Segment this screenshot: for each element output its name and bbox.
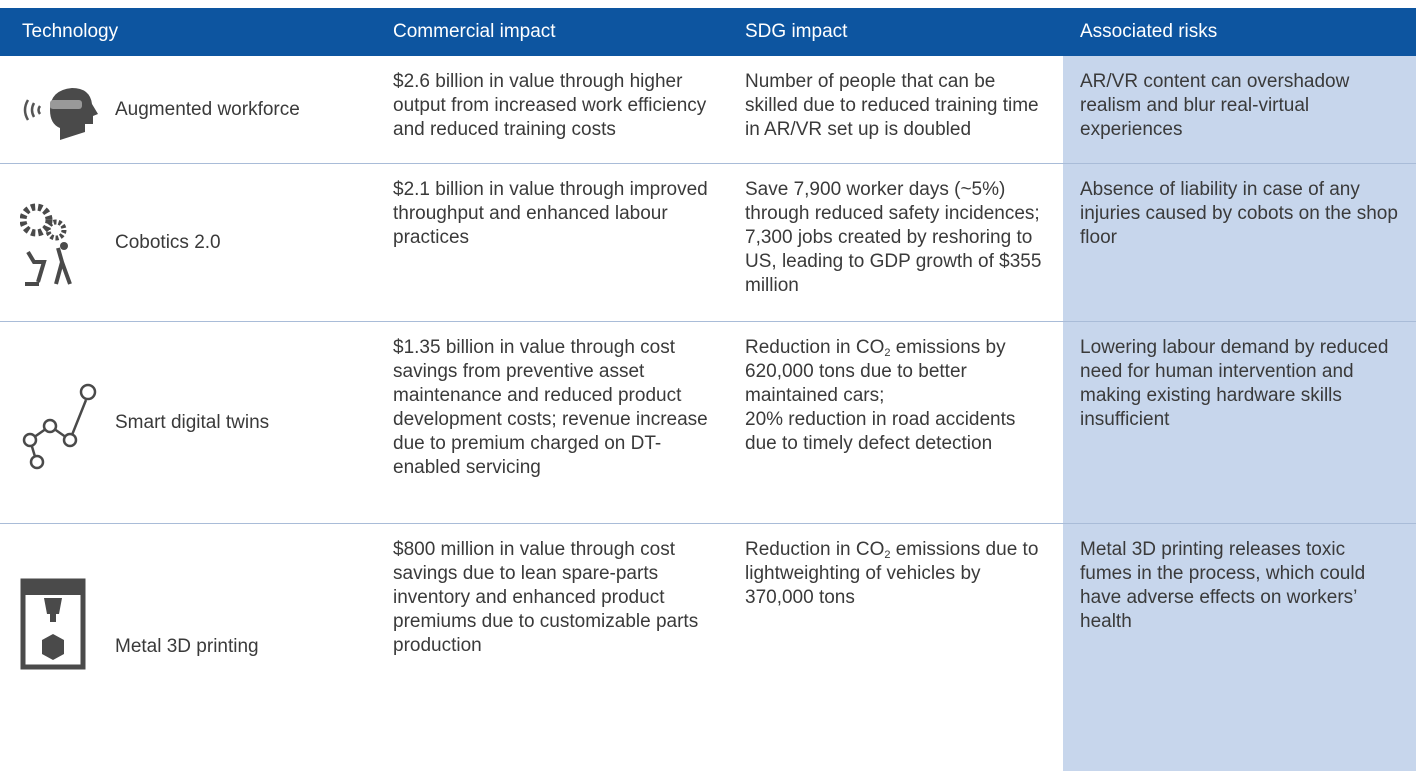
header-cell: SDG impact bbox=[745, 21, 848, 42]
header-bar: Technology Commercial impact SDG impact … bbox=[0, 8, 1416, 56]
sdg-subscript: 2 bbox=[884, 549, 891, 561]
sdg-paragraph: Save 7,900 worker days (~5%) through red… bbox=[745, 178, 1050, 226]
table-row: Cobotics 2.0 $2.1 billion in value throu… bbox=[0, 164, 1416, 322]
table-row: Metal 3D printing $800 million in value … bbox=[0, 524, 1416, 771]
sdg-text: emissions by 620,000 tons due to better … bbox=[745, 337, 1006, 406]
sdg-text: Reduction in CO bbox=[745, 337, 885, 358]
sdg-text: Reduction in CO bbox=[745, 539, 885, 560]
commercial-impact: $1.35 billion in value through cost savi… bbox=[393, 337, 708, 478]
table-row: Smart digital twins $1.35 billion in val… bbox=[0, 322, 1416, 524]
commercial-impact: $2.1 billion in value through improved t… bbox=[393, 179, 708, 248]
icon bbox=[22, 383, 97, 470]
icon bbox=[23, 88, 98, 140]
associated-risks: Absence of liability in case of any inju… bbox=[1080, 179, 1398, 248]
associated-risks: Lowering labour demand by reduced need f… bbox=[1080, 337, 1389, 430]
sdg-text: Number of people that can be skilled due… bbox=[745, 71, 1039, 140]
sdg-paragraph: 7,300 jobs created by reshoring to US, l… bbox=[745, 226, 1050, 298]
header-cell: Associated risks bbox=[1080, 21, 1218, 42]
sdg-text: 20% reduction in road accidents due to t… bbox=[745, 409, 1016, 454]
header-cell: Commercial impact bbox=[393, 21, 556, 42]
sdg-paragraph: Reduction in CO2 emissions due to lightw… bbox=[745, 538, 1050, 610]
sdg-paragraph: Reduction in CO2 emissions by 620,000 to… bbox=[745, 336, 1050, 408]
technology-name: Smart digital twins bbox=[115, 412, 270, 433]
technology-name: Cobotics 2.0 bbox=[115, 232, 221, 253]
sdg-paragraph: Number of people that can be skilled due… bbox=[745, 70, 1050, 142]
technology-name: Augmented workforce bbox=[115, 99, 300, 120]
sdg-text: Save 7,900 worker days (~5%) through red… bbox=[745, 179, 1040, 224]
sdg-impact: Number of people that can be skilled due… bbox=[745, 70, 1050, 142]
table-row: Augmented workforce $2.6 billion in valu… bbox=[0, 56, 1416, 164]
sdg-impact: Reduction in CO2 emissions by 620,000 to… bbox=[745, 336, 1050, 456]
icon bbox=[20, 578, 86, 670]
sdg-subscript: 2 bbox=[884, 347, 891, 359]
sdg-paragraph: 20% reduction in road accidents due to t… bbox=[745, 408, 1050, 456]
associated-risks: AR/VR content can overshadow realism and… bbox=[1080, 71, 1350, 140]
associated-risks: Metal 3D printing releases toxic fumes i… bbox=[1080, 539, 1366, 632]
sdg-impact: Reduction in CO2 emissions due to lightw… bbox=[745, 538, 1050, 610]
commercial-impact: $2.6 billion in value through higher out… bbox=[393, 71, 707, 140]
technology-name: Metal 3D printing bbox=[115, 636, 259, 657]
commercial-impact: $800 million in value through cost savin… bbox=[393, 539, 699, 656]
header-cell: Technology bbox=[22, 21, 119, 42]
sdg-text: 7,300 jobs created by reshoring to US, l… bbox=[745, 227, 1042, 296]
sdg-impact: Save 7,900 worker days (~5%) through red… bbox=[745, 178, 1050, 298]
icon bbox=[20, 203, 72, 286]
sdg-text: emissions due to lightweighting of vehic… bbox=[745, 539, 1039, 608]
risk-column-bg bbox=[1063, 56, 1416, 771]
